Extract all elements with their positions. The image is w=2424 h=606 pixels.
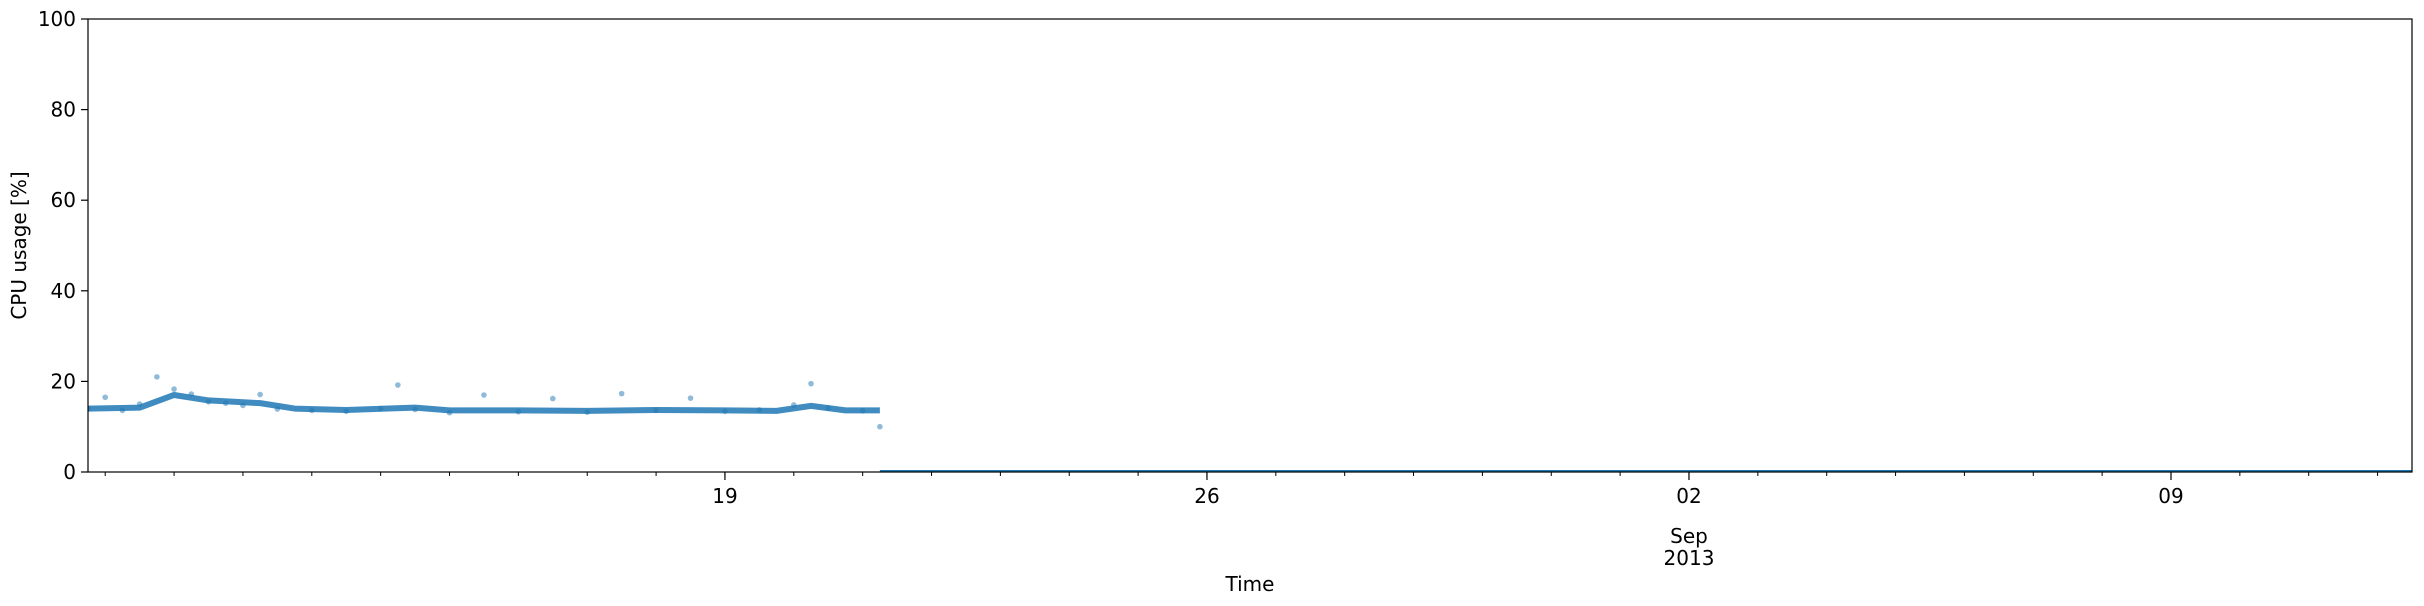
data-point [257, 391, 263, 398]
data-point [154, 374, 160, 380]
x-tick-label: 02 [1676, 484, 1701, 508]
y-tick-label: 40 [51, 279, 76, 303]
data-point [618, 390, 625, 397]
x-month-label: Sep [1670, 524, 1708, 548]
data-point [102, 394, 109, 401]
y-tick-label: 60 [51, 188, 76, 212]
data-point [687, 395, 694, 401]
x-axis-label: Time [1225, 572, 1275, 596]
data-point [877, 423, 883, 430]
x-tick-label: 26 [1194, 484, 1219, 508]
data-point [395, 382, 401, 388]
y-axis-label: CPU usage [%] [7, 171, 31, 319]
y-tick-label: 100 [38, 7, 76, 31]
plot-frame [87, 18, 2413, 473]
y-tick-label: 0 [63, 460, 76, 484]
data-point [171, 386, 177, 392]
series-line [88, 391, 880, 414]
data-point [808, 380, 814, 387]
x-year-label: 2013 [1664, 546, 1715, 570]
plot-layer [88, 374, 2412, 472]
y-tick-label: 20 [51, 369, 76, 393]
y-tick-label: 80 [51, 98, 76, 122]
data-point [550, 395, 556, 402]
x-tick-label: 09 [2158, 484, 2183, 508]
x-tick-label: 19 [712, 484, 737, 508]
data-point [481, 392, 487, 398]
